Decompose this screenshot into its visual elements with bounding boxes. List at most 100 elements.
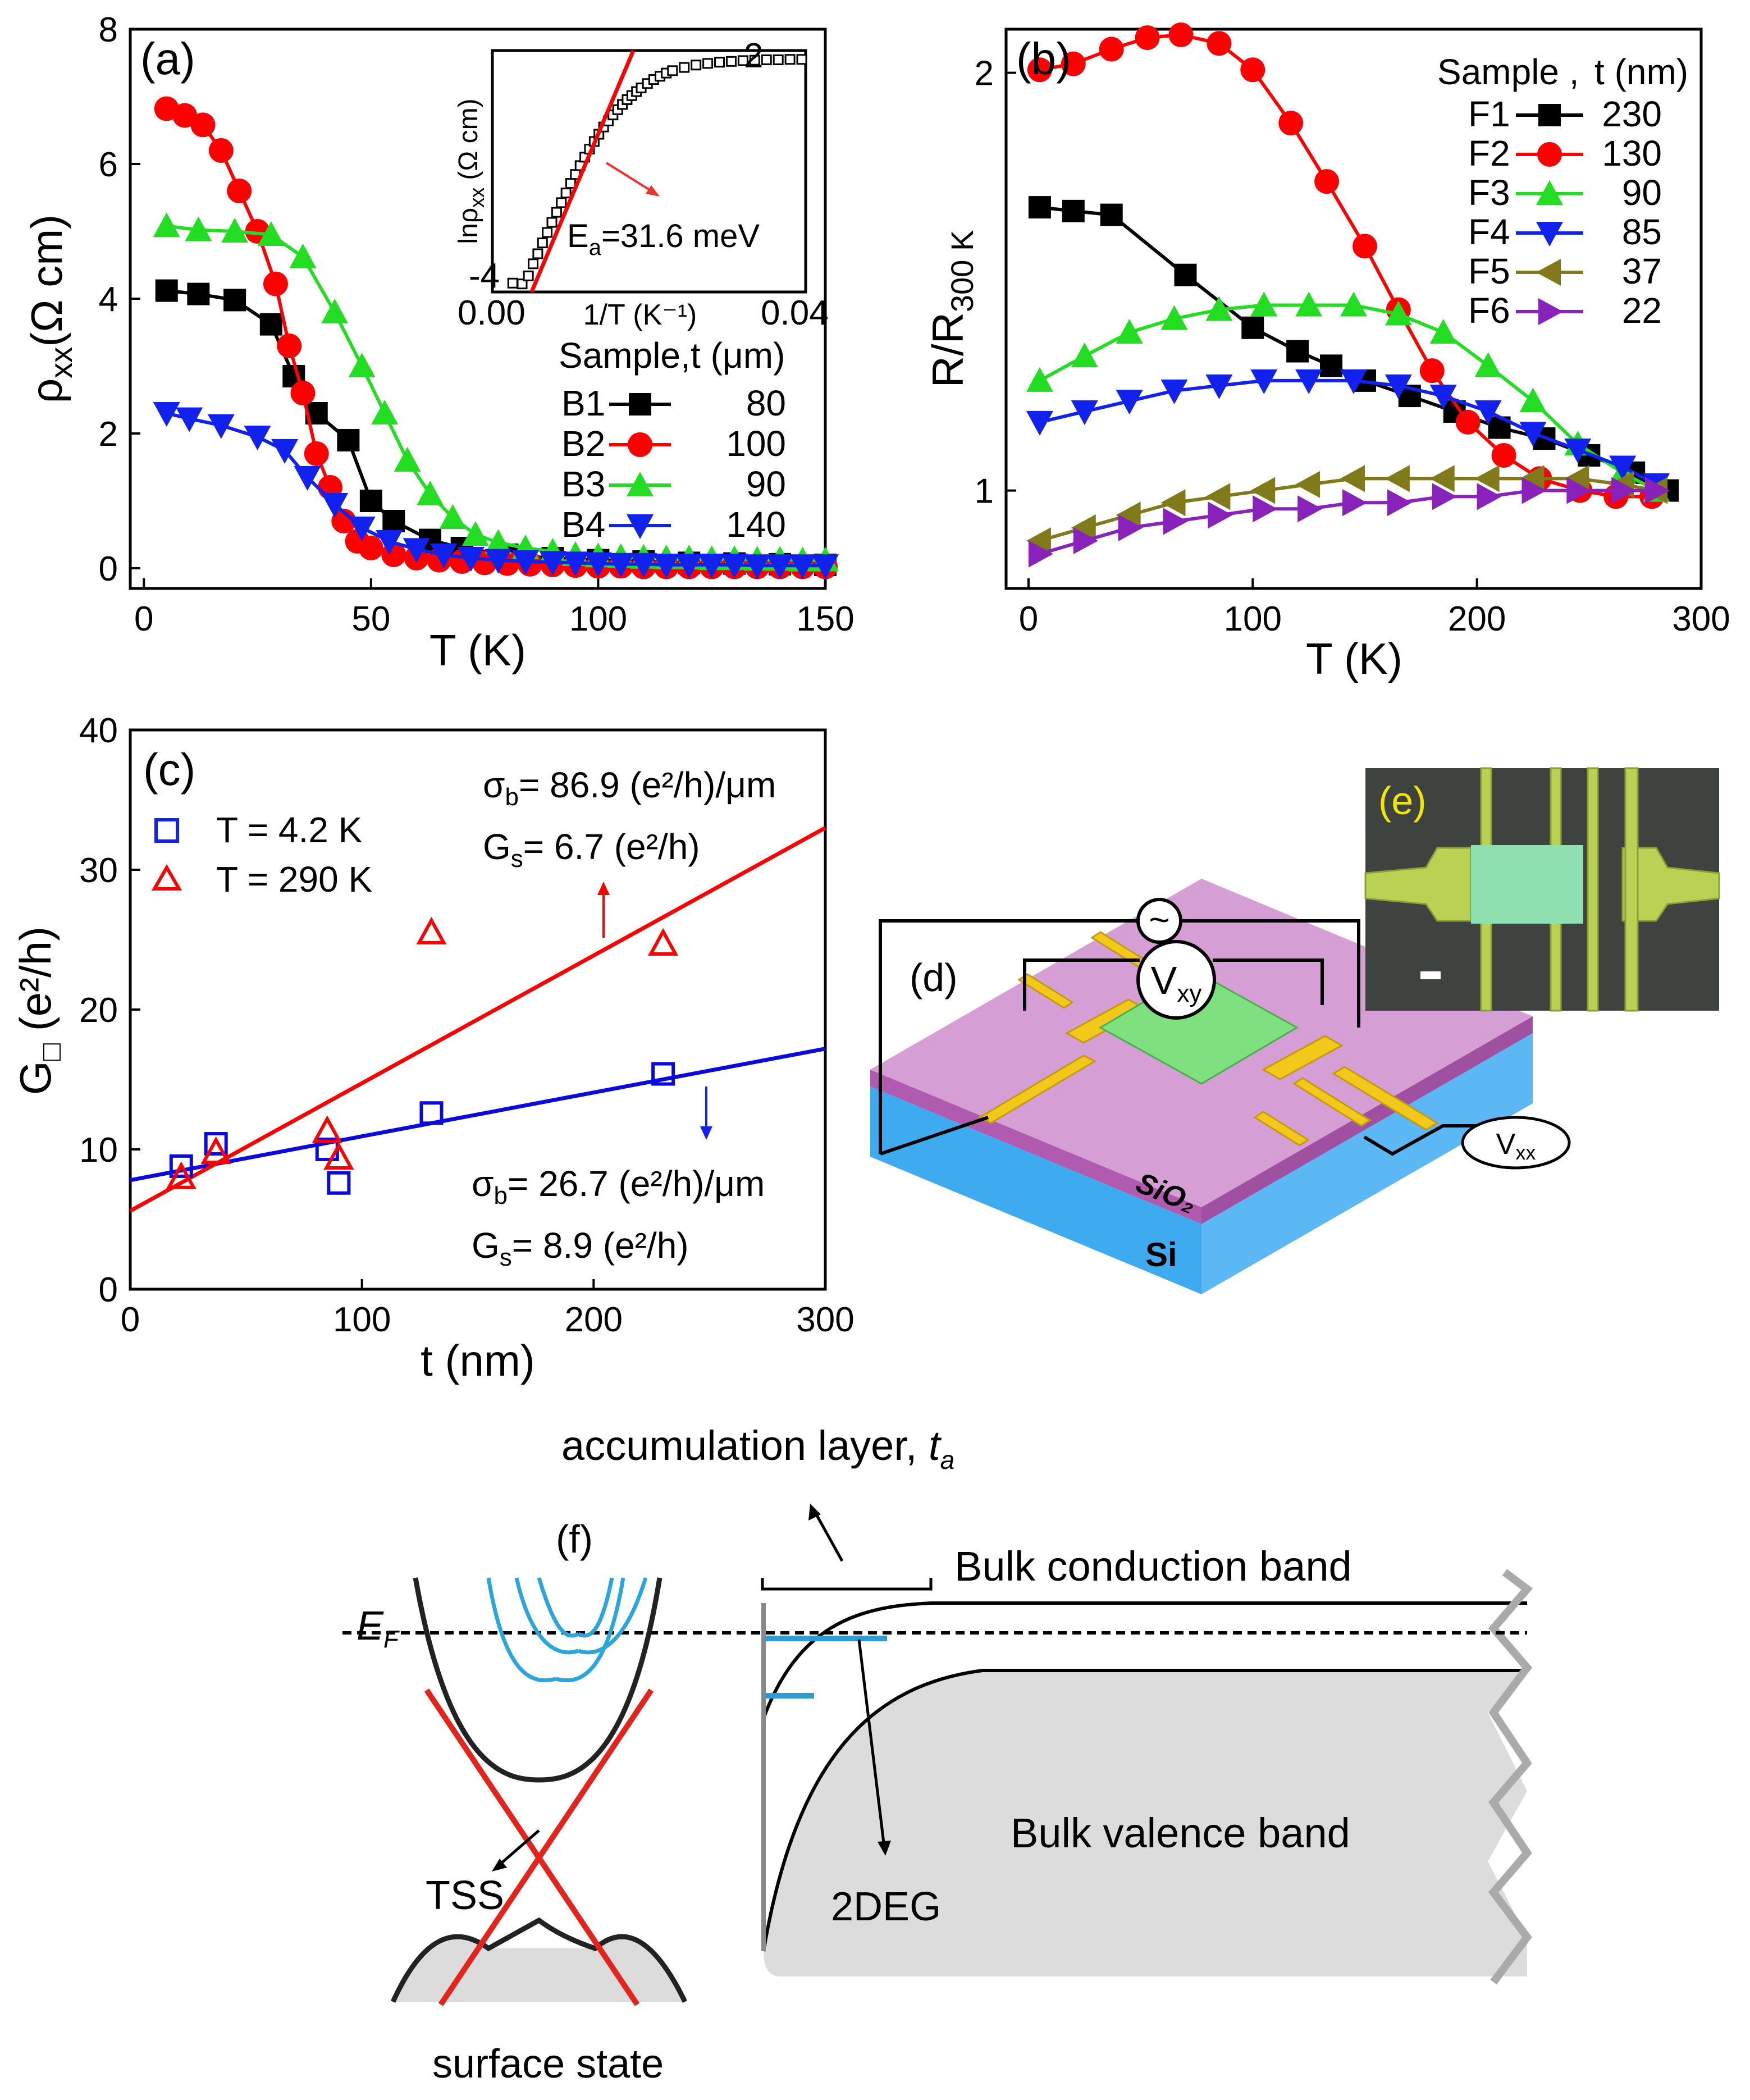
c-xtick-label: 0 — [121, 1300, 140, 1339]
a-point-B4 — [561, 551, 589, 577]
a-point-B3 — [417, 481, 444, 505]
a-point-B1 — [187, 282, 210, 305]
c-ytick-label: 0 — [99, 1271, 118, 1309]
c-ytick-label: 30 — [79, 851, 118, 890]
c-xtick-label: 100 — [333, 1300, 391, 1339]
legend-b-marker-F5 — [1536, 259, 1561, 286]
wire-lead-left — [880, 1116, 989, 1156]
c-ytick-label: 20 — [79, 991, 118, 1030]
b-point-F1 — [1286, 340, 1309, 363]
inset-point — [714, 57, 725, 68]
a-xtick-label: 100 — [569, 600, 627, 638]
c-red-arrowhead — [597, 882, 610, 895]
legend-a-name-B2: B2 — [561, 423, 605, 464]
inset-point — [560, 188, 572, 199]
accum-bracket — [761, 1578, 933, 1591]
c-xtick-label: 300 — [796, 1300, 854, 1339]
b-point-F2 — [1491, 443, 1516, 468]
vxx-label: Vxx — [1496, 1128, 1536, 1164]
wire-vxy-left — [1023, 958, 1140, 1011]
a-point-B2 — [331, 509, 357, 533]
a-point-B4 — [511, 550, 539, 575]
a-point-B3 — [439, 504, 467, 529]
c-blue-arrowhead — [700, 1126, 712, 1140]
legend-a-name-B4: B4 — [561, 504, 605, 545]
legend-b-marker-F2 — [1537, 142, 1562, 167]
panel-d-label: (d) — [910, 956, 958, 999]
b-point-F6 — [1163, 508, 1188, 535]
b-point-F4 — [1205, 374, 1233, 399]
c-fit-line-0 — [130, 1047, 826, 1183]
conduction-band-edge — [762, 1601, 1527, 1719]
b-point-F3 — [1205, 296, 1233, 321]
b-ytick-label: 1 — [975, 472, 994, 511]
b-point-F4 — [1564, 438, 1592, 463]
surface-state-label: surface state — [432, 2042, 664, 2087]
b-point-F5 — [1385, 465, 1410, 492]
b-point-F5 — [1564, 465, 1589, 492]
tss-arrowhead — [492, 1859, 507, 1871]
b-point-F2 — [1455, 409, 1481, 435]
2deg-label: 2DEG — [831, 1884, 941, 1929]
b-point-F4 — [1519, 422, 1547, 447]
si-substrate-left — [870, 1086, 1201, 1294]
inset-point — [667, 65, 678, 76]
inset-ytick-bottom: -4 — [469, 257, 500, 295]
valence-label: Bulk valence band — [1011, 1810, 1350, 1856]
inset-annotation: Ea=31.6 meV — [567, 218, 760, 260]
panel-a-inset: 2 -4 0.00 0.04 1/T (K⁻¹) lnρxx (Ω cm) Ea… — [454, 36, 829, 332]
a-point-B4 — [244, 426, 271, 450]
c-point-0 — [419, 1101, 444, 1125]
a-point-B3 — [462, 521, 489, 546]
a-ytick-label: 6 — [99, 145, 118, 184]
legend-a-name-B1: B1 — [561, 383, 605, 423]
legend-c-red-marker — [151, 864, 182, 891]
a-ytick-label: 0 — [99, 550, 118, 588]
b-point-F5 — [1205, 483, 1231, 510]
a-ytick-label: 4 — [99, 280, 118, 319]
legend-b-marker-F6 — [1538, 298, 1563, 325]
b-point-F5 — [1429, 465, 1455, 492]
tss-branch-2 — [438, 1688, 654, 2006]
b-point-F6 — [1028, 540, 1053, 568]
2deg-arrowhead — [878, 1841, 891, 1856]
inset-point — [523, 270, 534, 281]
b-point-F4 — [1474, 400, 1502, 425]
micrograph-flake — [1471, 845, 1583, 924]
legend-a-value-B4: 140 — [726, 504, 786, 545]
b-point-F3 — [1071, 343, 1098, 368]
b-point-F3 — [1295, 291, 1323, 317]
bulk-conduction-parabola — [413, 1577, 662, 1783]
c-xtick-label: 200 — [565, 1300, 623, 1339]
a-point-B1 — [155, 279, 178, 302]
b-xtick-label: 200 — [1448, 600, 1506, 638]
c-point-0 — [204, 1132, 228, 1156]
a-point-B3 — [257, 221, 285, 246]
a-point-B3 — [371, 400, 399, 424]
b-point-F2 — [1135, 25, 1160, 51]
a-point-B4 — [457, 547, 485, 572]
inset-point — [796, 54, 807, 65]
b-point-F4 — [1116, 390, 1143, 415]
a-point-B2 — [263, 271, 288, 296]
b-point-F5 — [1071, 514, 1096, 541]
legend-b-title: Sample , — [1437, 52, 1579, 92]
inset-point — [546, 217, 558, 228]
c-red-sigma: σb= 86.9 (e²/h)/μm — [483, 765, 776, 811]
inset-point — [528, 258, 539, 270]
panel-a-ylabel: ρxx(Ω cm) — [22, 214, 79, 403]
surface-state-fill — [393, 1939, 685, 2002]
legend-b-name-F5: F5 — [1468, 251, 1510, 291]
b-point-F3 — [1385, 300, 1412, 326]
b-point-F4 — [1295, 369, 1323, 394]
inset-point — [556, 197, 567, 208]
legend-b-value-F1: 230 — [1602, 94, 1662, 134]
legend-a-marker-B2 — [628, 432, 652, 457]
a-point-B3 — [153, 212, 180, 238]
b-point-F2 — [1419, 358, 1445, 384]
legend-a-marker-B1 — [629, 393, 651, 416]
b-point-F1 — [1174, 263, 1197, 286]
legend-a-value-B2: 100 — [726, 423, 786, 464]
a-point-B4 — [721, 554, 748, 578]
a-point-B1 — [359, 490, 382, 512]
